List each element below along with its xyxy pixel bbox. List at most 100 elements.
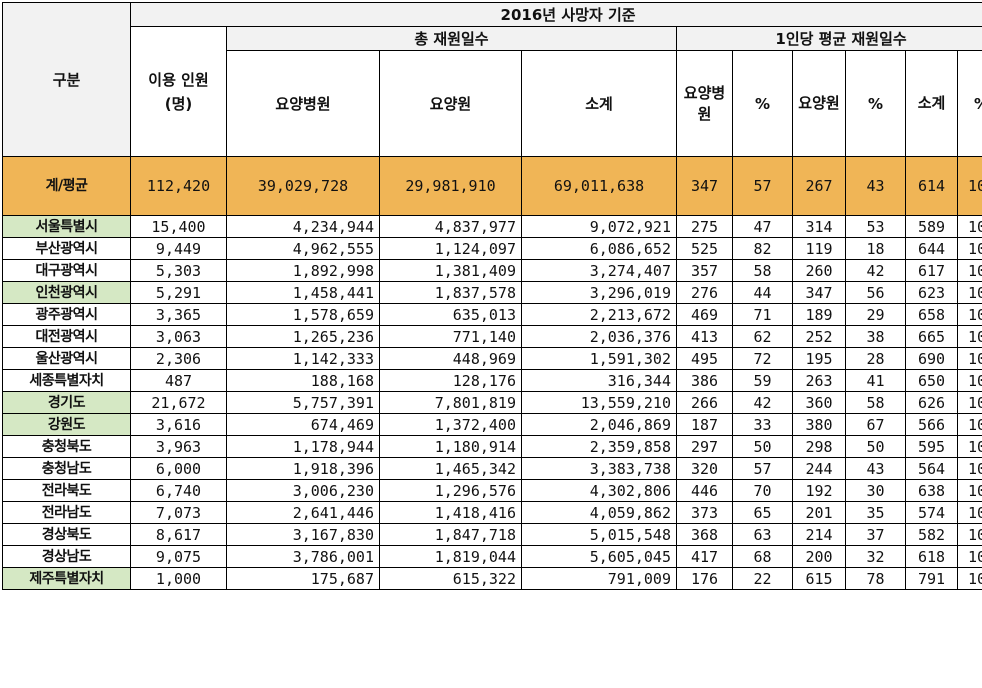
- cell-users: 487: [131, 370, 227, 392]
- cell-pct3: 100: [958, 480, 982, 502]
- cell-pct2: 38: [846, 326, 906, 348]
- cell-users: 15,400: [131, 216, 227, 238]
- cell-region: 울산광역시: [3, 348, 131, 370]
- cell-pp-subtotal: 791: [906, 568, 958, 590]
- cell-facility: 1,180,914: [380, 436, 522, 458]
- cell-pct2: 35: [846, 502, 906, 524]
- cell-users: 9,075: [131, 546, 227, 568]
- cell-pp-subtotal: 626: [906, 392, 958, 414]
- cell-region: 경상북도: [3, 524, 131, 546]
- cell-facility: 1,124,097: [380, 238, 522, 260]
- cell-pct3: 100: [958, 370, 982, 392]
- cell-subtotal: 9,072,921: [522, 216, 677, 238]
- cell-pct3: 100: [958, 414, 982, 436]
- cell-facility: 448,969: [380, 348, 522, 370]
- cell-pct2: 50: [846, 436, 906, 458]
- cell-facility: 1,819,044: [380, 546, 522, 568]
- cell-pp-hospital: 495: [677, 348, 733, 370]
- cell-pct2: 41: [846, 370, 906, 392]
- cell-pp-hospital: 320: [677, 458, 733, 480]
- cell-hospital: 5,757,391: [227, 392, 380, 414]
- cell-users: 3,365: [131, 304, 227, 326]
- cell-pp-hospital: 386: [677, 370, 733, 392]
- cell-pct3: 100: [958, 216, 982, 238]
- cell-subtotal: 3,383,738: [522, 458, 677, 480]
- cell-pct1: 72: [733, 348, 793, 370]
- cell-region: 경상남도: [3, 546, 131, 568]
- cell-pct2: 58: [846, 392, 906, 414]
- cell-pct3: 100: [958, 392, 982, 414]
- total-pp-subtotal: 614: [906, 157, 958, 216]
- cell-region: 광주광역시: [3, 304, 131, 326]
- cell-hospital: 1,892,998: [227, 260, 380, 282]
- cell-pp-facility: 119: [793, 238, 846, 260]
- header-top-title: 2016년 사망자 기준: [131, 3, 982, 27]
- cell-subtotal: 3,296,019: [522, 282, 677, 304]
- cell-pct1: 62: [733, 326, 793, 348]
- cell-subtotal: 6,086,652: [522, 238, 677, 260]
- cell-pp-facility: 360: [793, 392, 846, 414]
- cell-users: 6,740: [131, 480, 227, 502]
- cell-pp-facility: 195: [793, 348, 846, 370]
- cell-region: 강원도: [3, 414, 131, 436]
- cell-pp-subtotal: 690: [906, 348, 958, 370]
- cell-hospital: 188,168: [227, 370, 380, 392]
- cell-hospital: 3,167,830: [227, 524, 380, 546]
- cell-pct1: 50: [733, 436, 793, 458]
- cell-pct1: 59: [733, 370, 793, 392]
- cell-pp-subtotal: 617: [906, 260, 958, 282]
- cell-pct1: 68: [733, 546, 793, 568]
- header-col-pp-hospital: 요양병원: [677, 51, 733, 157]
- cell-pct2: 78: [846, 568, 906, 590]
- cell-pct1: 71: [733, 304, 793, 326]
- cell-hospital: 2,641,446: [227, 502, 380, 524]
- total-pct3: 100: [958, 157, 982, 216]
- cell-pct2: 56: [846, 282, 906, 304]
- cell-pp-hospital: 413: [677, 326, 733, 348]
- cell-pct3: 100: [958, 436, 982, 458]
- cell-pp-subtotal: 650: [906, 370, 958, 392]
- cell-pct3: 100: [958, 304, 982, 326]
- cell-hospital: 1,178,944: [227, 436, 380, 458]
- cell-hospital: 1,458,441: [227, 282, 380, 304]
- cell-hospital: 674,469: [227, 414, 380, 436]
- cell-pp-facility: 252: [793, 326, 846, 348]
- cell-facility: 1,372,400: [380, 414, 522, 436]
- cell-pp-hospital: 357: [677, 260, 733, 282]
- cell-pct2: 29: [846, 304, 906, 326]
- cell-subtotal: 2,359,858: [522, 436, 677, 458]
- cell-hospital: 1,578,659: [227, 304, 380, 326]
- cell-pct1: 70: [733, 480, 793, 502]
- cell-pp-facility: 347: [793, 282, 846, 304]
- header-category: 구분: [3, 3, 131, 157]
- cell-pct2: 28: [846, 348, 906, 370]
- total-pp-hospital: 347: [677, 157, 733, 216]
- cell-users: 8,617: [131, 524, 227, 546]
- header-col-pct3: %: [958, 51, 982, 157]
- cell-users: 5,291: [131, 282, 227, 304]
- cell-pp-facility: 189: [793, 304, 846, 326]
- cell-users: 2,306: [131, 348, 227, 370]
- cell-pct1: 57: [733, 458, 793, 480]
- cell-pp-facility: 200: [793, 546, 846, 568]
- cell-pp-subtotal: 595: [906, 436, 958, 458]
- cell-pp-hospital: 266: [677, 392, 733, 414]
- cell-facility: 1,837,578: [380, 282, 522, 304]
- cell-pct3: 100: [958, 568, 982, 590]
- cell-pp-subtotal: 644: [906, 238, 958, 260]
- cell-hospital: 1,265,236: [227, 326, 380, 348]
- total-subtotal: 69,011,638: [522, 157, 677, 216]
- stats-table: 구분 2016년 사망자 기준 이용 인원 (명) 총 재원일수 1인당 평균 …: [2, 2, 982, 590]
- cell-pp-facility: 615: [793, 568, 846, 590]
- cell-subtotal: 316,344: [522, 370, 677, 392]
- cell-region: 전라북도: [3, 480, 131, 502]
